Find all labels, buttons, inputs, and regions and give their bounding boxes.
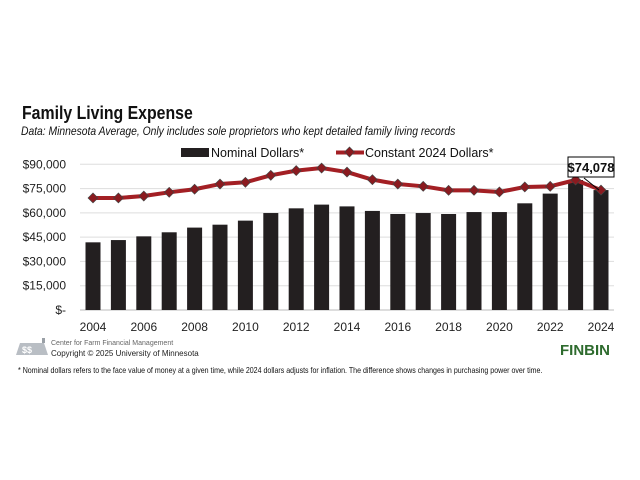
bar-2004: [85, 242, 101, 310]
y-tick-label: $30,000: [23, 254, 67, 268]
marker-2008: [189, 183, 201, 195]
bar-2008: [187, 227, 203, 310]
y-tick-label: $90,000: [23, 157, 67, 171]
bar-2005: [110, 240, 126, 310]
y-tick-label: $75,000: [23, 182, 67, 196]
marker-2004: [87, 192, 99, 204]
y-tick-label: $15,000: [23, 279, 67, 293]
y-tick-label: $60,000: [23, 206, 67, 220]
bar-2011: [263, 213, 279, 310]
footnote: * Nominal dollars refers to the face val…: [18, 365, 543, 375]
marker-2017: [417, 180, 429, 192]
x-tick-label: 2020: [486, 320, 513, 334]
bar-2024: [593, 190, 609, 310]
x-tick-label: 2010: [232, 320, 259, 334]
bar-2012: [288, 208, 304, 310]
x-tick-label: 2016: [384, 320, 411, 334]
marker-2011: [265, 169, 277, 181]
legend-label-constant: Constant 2024 Dollars*: [365, 146, 494, 160]
marker-2005: [112, 192, 124, 204]
bar-2006: [136, 236, 152, 310]
marker-2010: [239, 176, 251, 188]
x-tick-label: 2024: [588, 320, 615, 334]
bar-2017: [415, 213, 431, 310]
copyright: Copyright © 2025 University of Minnesota: [51, 349, 199, 358]
value-callout: $74,078: [567, 156, 615, 191]
chart-subtitle: Data: Minnesota Average, Only includes s…: [21, 124, 456, 138]
bar-2019: [466, 212, 482, 310]
org-name: Center for Farm Financial Management: [51, 340, 174, 347]
bar-2016: [390, 213, 406, 310]
bar-2020: [491, 212, 507, 310]
chart-title: Family Living Expense: [22, 103, 193, 123]
x-tick-label: 2014: [334, 320, 361, 334]
legend-label-nominal: Nominal Dollars*: [211, 146, 304, 160]
marker-2022: [544, 180, 556, 192]
marker-2023: [570, 174, 582, 186]
marker-2014: [341, 166, 353, 178]
x-tick-label: 2006: [130, 320, 157, 334]
marker-2015: [366, 174, 378, 186]
x-tick-label: 2008: [181, 320, 208, 334]
legend: Nominal Dollars* Constant 2024 Dollars*: [181, 146, 494, 160]
marker-2007: [163, 186, 175, 198]
bar-2007: [161, 232, 177, 310]
marker-2013: [316, 162, 328, 174]
marker-2024: [595, 184, 607, 196]
cffm-logo: $$: [16, 338, 48, 355]
svg-text:$$: $$: [22, 345, 32, 355]
callout-label: $74,078: [568, 160, 615, 175]
bar-2021: [517, 203, 533, 310]
marker-2012: [290, 165, 302, 177]
marker-2021: [519, 181, 531, 193]
marker-2019: [468, 184, 480, 196]
bar-2013: [314, 204, 330, 310]
x-tick-label: 2018: [435, 320, 462, 334]
x-tick-label: 2004: [80, 320, 107, 334]
bar-2014: [339, 206, 355, 310]
marker-2016: [392, 178, 404, 190]
bar-2015: [364, 210, 380, 310]
bar-2009: [212, 224, 228, 310]
y-tick-label: $-: [55, 303, 66, 317]
marker-2009: [214, 178, 226, 190]
legend-swatch-nominal: [181, 148, 209, 157]
marker-2018: [443, 184, 455, 196]
marker-2006: [138, 190, 150, 202]
bar-2022: [542, 193, 558, 310]
finbin-brand: FINBIN: [560, 342, 610, 359]
y-tick-label: $45,000: [23, 230, 67, 244]
marker-2020: [493, 186, 505, 198]
x-tick-label: 2022: [537, 320, 564, 334]
bar-2023: [568, 180, 584, 310]
bar-2010: [237, 220, 253, 310]
x-tick-label: 2012: [283, 320, 310, 334]
bar-2018: [441, 213, 457, 310]
